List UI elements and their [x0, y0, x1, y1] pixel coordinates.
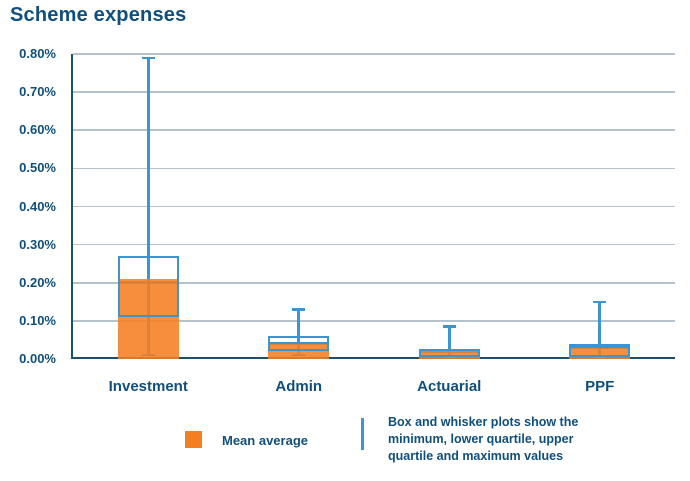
whisker-line-investment [146, 57, 150, 356]
legend-note-line: minimum, lower quartile, upper [388, 432, 574, 446]
gridline [73, 167, 675, 170]
iqr-box-investment [117, 256, 179, 318]
whisker-line-admin [297, 309, 301, 356]
plot-area [71, 53, 675, 360]
category-label-investment: Investment [108, 378, 188, 395]
median-line-ppf [569, 346, 631, 349]
gridline [73, 91, 675, 93]
legend-box-whisker-note: Box and whisker plots show the minimum, … [388, 414, 653, 465]
legend: Mean average Box and whisker plots show … [0, 410, 690, 480]
whisker-cap-max-investment [141, 56, 155, 60]
iqr-box-actuarial [418, 349, 480, 358]
y-axis-tick-label: 0.70% [19, 84, 56, 100]
y-axis-tick-label: 0.30% [19, 236, 56, 252]
y-axis-tick-label: 0.00% [19, 351, 56, 366]
mean-bar-admin [268, 343, 330, 359]
gridline [73, 129, 675, 132]
category-label-admin: Admin [275, 378, 323, 395]
y-axis [71, 54, 74, 359]
whisker-cap-max-actuarial [442, 325, 456, 328]
mean-bar-ppf [569, 347, 631, 359]
mean-bar-investment [117, 278, 179, 359]
x-axis [73, 356, 675, 360]
gridline [73, 53, 675, 55]
median-line-admin [268, 342, 330, 346]
y-axis-tick-label: 0.40% [19, 198, 56, 214]
gridline [73, 205, 675, 208]
legend-mean-label: Mean average [222, 433, 308, 448]
gridline [73, 281, 675, 284]
y-axis-tick-label: 0.80% [19, 46, 56, 61]
category-label-actuarial: Actuarial [417, 378, 482, 395]
whisker-line-icon [361, 418, 364, 450]
whisker-line-ppf [598, 301, 602, 358]
whisker-line-actuarial [447, 326, 451, 358]
whisker-cap-max-admin [292, 308, 306, 311]
y-axis-tick-label: 0.10% [19, 312, 56, 328]
category-label-ppf: PPF [585, 378, 615, 395]
mean-average-swatch-icon [185, 431, 202, 448]
y-axis-tick-label: 0.20% [19, 274, 56, 290]
gridline [73, 243, 675, 246]
y-axis-tick-label: 0.50% [19, 160, 56, 176]
gridline [73, 320, 675, 322]
legend-note-line: Box and whisker plots show the [388, 415, 579, 429]
chart-title: Scheme expenses [10, 4, 187, 26]
legend-note-line: quartile and maximum values [388, 449, 564, 463]
iqr-box-admin [268, 336, 330, 352]
y-axis-tick-label: 0.60% [19, 122, 56, 138]
iqr-box-ppf [569, 343, 631, 358]
whisker-cap-max-ppf [593, 300, 607, 304]
